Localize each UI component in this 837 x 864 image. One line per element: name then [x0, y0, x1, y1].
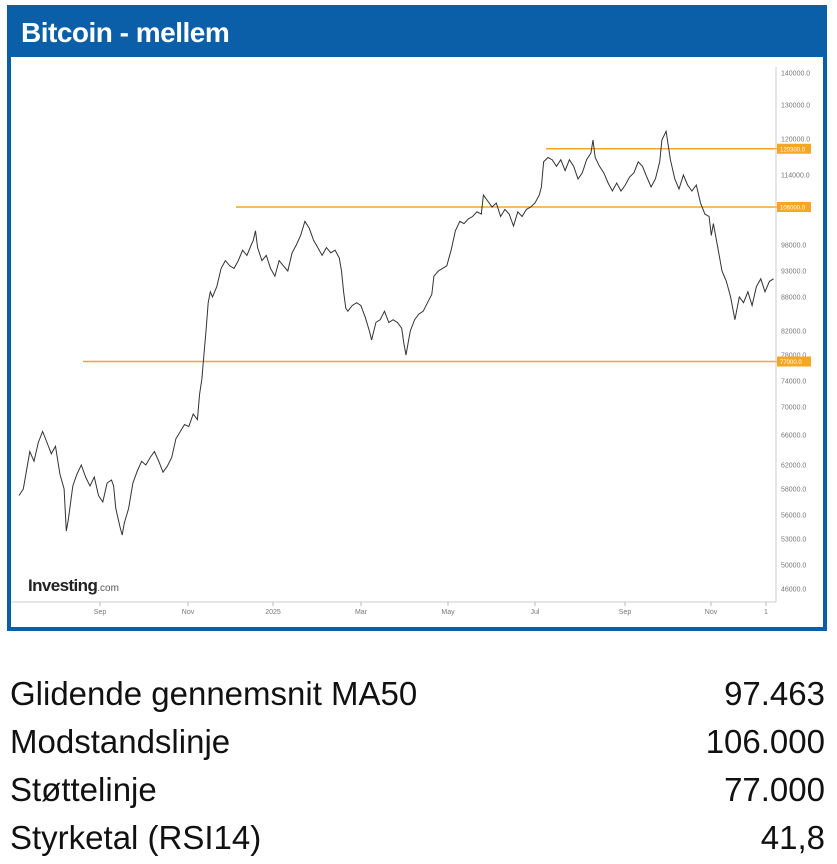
x-tick-label: Nov — [182, 609, 195, 616]
stat-value: 106.000 — [705, 723, 825, 760]
y-tick-label: 56000.0 — [781, 513, 806, 520]
stat-label: Støttelinje — [10, 771, 157, 808]
level-label-box — [777, 143, 811, 154]
y-tick-label: 50000.0 — [781, 563, 806, 570]
y-axis-ticks: 140000.0 130000.0 120000.0 114000.0 106000.0… — [781, 71, 810, 594]
x-tick-label: 1 — [764, 609, 768, 616]
y-tick-label: 88000.0 — [781, 295, 806, 302]
logo-main: Investing — [28, 576, 98, 595]
y-tick-label: 70000.0 — [781, 405, 806, 412]
stats-table: Glidende gennemsnit MA50 97.463 Modstandsl… — [10, 672, 825, 864]
y-tick-label: 140000.0 — [781, 71, 810, 78]
x-tick-label: May — [441, 609, 455, 616]
level-label: 106000.0 — [780, 206, 806, 212]
stat-row: Styrketal (RSI14) 41,8 — [10, 816, 825, 864]
y-tick-label: 78000.0 — [781, 353, 806, 360]
y-tick-label: 58000.0 — [781, 487, 806, 494]
investing-logo: Investing.com — [28, 576, 119, 596]
level-label: 77000.0 — [780, 360, 802, 366]
x-tick-label: Nov — [705, 609, 718, 616]
level-labels: 120300.0 106000.0 77000.0 — [777, 143, 811, 367]
level-label-box — [777, 356, 811, 367]
plot-background — [11, 57, 823, 627]
y-tick-label: 98000.0 — [781, 243, 806, 250]
chart-panel: Bitcoin - mellem 140000.0 130000.0 120000.… — [7, 5, 827, 631]
stat-row: Modstandslinje 106.000 — [10, 720, 825, 768]
plot-area: 140000.0 130000.0 120000.0 114000.0 106000.0… — [11, 57, 823, 627]
level-label-box — [777, 202, 811, 212]
x-axis-ticks: Sep Nov 2025 Mar May Jul Sep Nov 1 — [94, 602, 768, 616]
y-tick-label: 114000.0 — [781, 173, 810, 180]
stat-label: Glidende gennemsnit MA50 — [10, 675, 418, 712]
x-tick-label: Jul — [531, 609, 540, 616]
stat-label: Styrketal (RSI14) — [10, 819, 262, 856]
x-tick-label: 2025 — [265, 609, 281, 616]
stat-row: Glidende gennemsnit MA50 97.463 — [10, 672, 825, 720]
y-tick-label: 62000.0 — [781, 463, 806, 470]
y-tick-label: 82000.0 — [781, 329, 806, 336]
y-tick-label: 53000.0 — [781, 537, 806, 544]
x-tick-label: Sep — [94, 609, 107, 616]
stat-row: Støttelinje 77.000 — [10, 768, 825, 816]
y-tick-label: 93000.0 — [781, 269, 806, 276]
y-tick-label: 74000.0 — [781, 379, 806, 386]
chart-title: Bitcoin - mellem — [21, 17, 230, 48]
y-tick-label: 46000.0 — [781, 587, 806, 594]
stat-value: 41,8 — [760, 819, 825, 856]
x-tick-label: Sep — [619, 609, 632, 616]
y-tick-label: 66000.0 — [781, 433, 806, 440]
price-line — [18, 129, 774, 536]
stat-label: Modstandslinje — [10, 723, 231, 760]
x-tick-label: Mar — [355, 609, 368, 616]
y-tick-label: 120000.0 — [781, 137, 810, 144]
price-chart: 140000.0 130000.0 120000.0 114000.0 106000.0… — [11, 57, 823, 627]
stat-value: 77.000 — [724, 771, 825, 808]
y-tick-label: 130000.0 — [781, 103, 810, 110]
logo-suffix: .com — [97, 583, 119, 594]
level-label: 120300.0 — [780, 147, 806, 153]
stat-value: 97.463 — [724, 675, 825, 712]
